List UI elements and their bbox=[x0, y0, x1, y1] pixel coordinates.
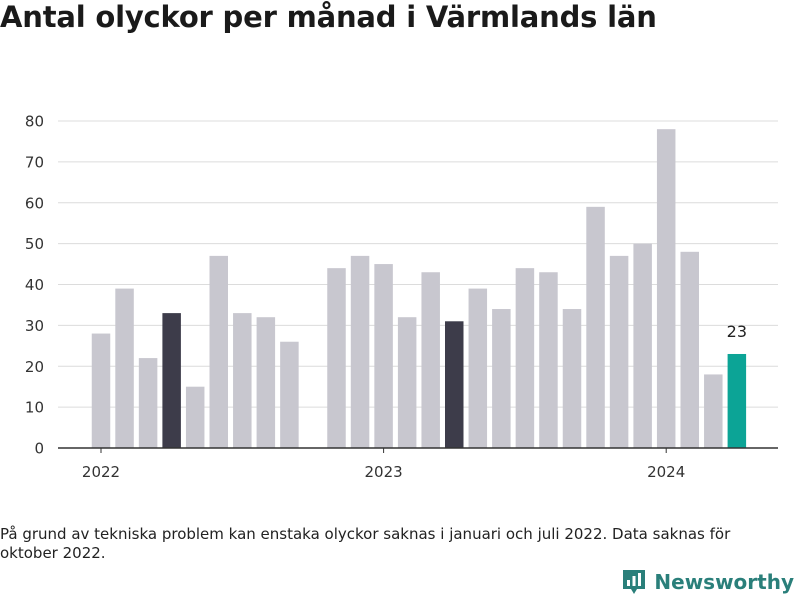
bar bbox=[256, 317, 276, 448]
x-tick-label: 2023 bbox=[365, 463, 403, 481]
bar bbox=[374, 264, 393, 448]
bar bbox=[138, 358, 158, 448]
footnote: På grund av tekniska problem kan enstaka… bbox=[0, 525, 731, 562]
y-tick-label: 50 bbox=[25, 235, 44, 253]
bar bbox=[91, 333, 111, 448]
bar-chart: 0 10 20 30 40 50 60 70 80 2022 2023 2024 23 bbox=[25, 113, 778, 481]
y-tick-label: 10 bbox=[25, 399, 44, 417]
bar bbox=[162, 313, 181, 448]
x-tick-label: 2024 bbox=[647, 463, 685, 481]
y-tick-label: 0 bbox=[34, 440, 44, 458]
bar bbox=[233, 313, 252, 448]
bar bbox=[209, 255, 228, 448]
brand-name: Newsworthy bbox=[654, 570, 794, 594]
bar bbox=[397, 317, 417, 448]
bar bbox=[185, 386, 205, 448]
bar bbox=[727, 353, 747, 448]
bar bbox=[421, 272, 440, 448]
bar bbox=[327, 268, 346, 448]
bar bbox=[704, 374, 723, 448]
bar bbox=[562, 309, 582, 448]
newsworthy-logo-icon bbox=[623, 570, 646, 594]
bar bbox=[280, 341, 299, 448]
bar bbox=[586, 206, 605, 448]
bar bbox=[680, 251, 699, 448]
bar bbox=[115, 288, 134, 448]
bar bbox=[350, 255, 370, 448]
y-tick-label: 30 bbox=[25, 317, 44, 335]
bar bbox=[656, 129, 676, 449]
bar bbox=[492, 309, 511, 448]
y-tick-label: 40 bbox=[25, 276, 44, 294]
chart-title: Antal olyckor per månad i Värmlands län bbox=[0, 0, 657, 34]
data-label: 23 bbox=[727, 322, 747, 341]
bar bbox=[468, 288, 488, 448]
bar bbox=[445, 321, 464, 448]
y-tick-label: 60 bbox=[25, 194, 44, 212]
brand: Newsworthy bbox=[621, 568, 794, 596]
bar bbox=[515, 268, 535, 448]
bar bbox=[609, 255, 629, 448]
y-tick-label: 70 bbox=[25, 153, 44, 171]
bar bbox=[539, 272, 558, 448]
y-tick-label: 80 bbox=[25, 113, 44, 131]
bar bbox=[633, 243, 652, 448]
x-tick-label: 2022 bbox=[82, 463, 120, 481]
y-tick-label: 20 bbox=[25, 358, 44, 376]
